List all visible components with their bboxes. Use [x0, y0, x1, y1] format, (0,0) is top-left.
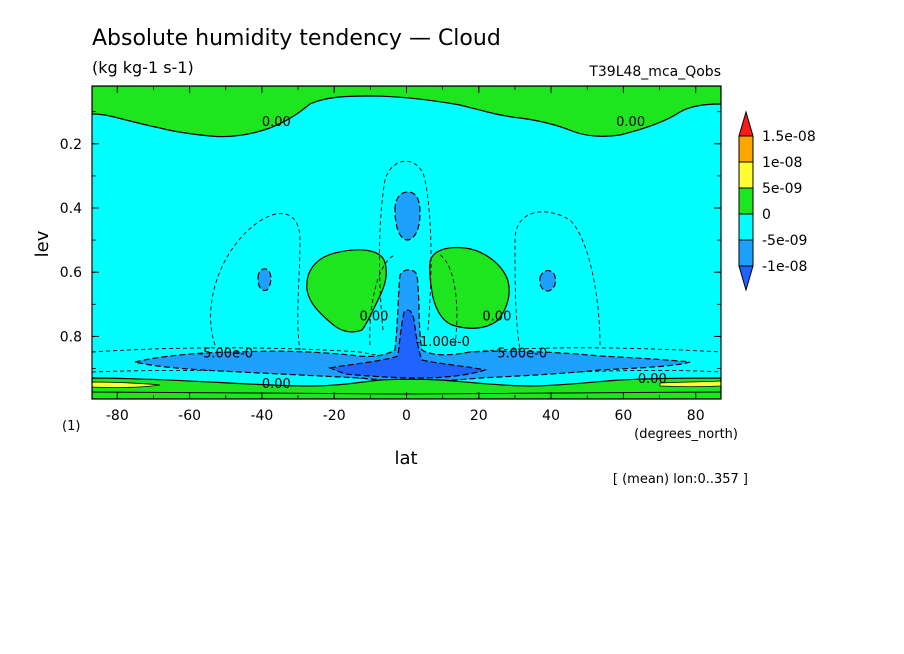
y-tick-label-2: 0.6 [60, 265, 82, 281]
colorbar-bottom-arrow [738, 265, 754, 292]
contour-label-2: 0.00 [359, 309, 388, 324]
colorbar-label-2: 5e-09 [762, 181, 802, 197]
y-unit-label: (1) [62, 419, 80, 434]
contour-label-8: 0.00 [638, 372, 667, 387]
x-axis: -80 -60 -40 -20 0 20 40 60 80 [106, 86, 705, 424]
contour-label-0: 0.00 [262, 115, 291, 130]
field-positive-yellow-right [659, 380, 721, 388]
colorbar-segment-4 [738, 213, 754, 241]
x-tick-label-4: 0 [402, 408, 411, 424]
contour-label-4: -1.00e-0 [415, 335, 470, 350]
chart-title: Absolute humidity tendency — Cloud [92, 26, 501, 51]
y-tick-label-0: 0.2 [60, 137, 82, 153]
contour-label-1: 0.00 [616, 115, 645, 130]
field-positive-left-blob [306, 249, 387, 333]
colorbar-top-arrow [738, 110, 754, 137]
colorbar-segment-1 [738, 135, 754, 163]
y-tick-label-3: 0.8 [60, 329, 82, 345]
x-tick-label-6: 40 [542, 408, 560, 424]
contour-label-7: 0.00 [262, 377, 291, 392]
colorbar-label-0: 1.5e-08 [762, 129, 816, 145]
contour-label-6: 5.00e-0 [497, 346, 547, 361]
contour-label-5: -5.00e-0 [198, 346, 253, 361]
contour-label-3: 0.00 [482, 309, 511, 324]
colorbar-label-1: 1e-08 [762, 155, 802, 171]
colorbar-segment-5 [738, 239, 754, 267]
colorbar-label-3: 0 [762, 207, 771, 223]
x-tick-label-0: -80 [106, 408, 129, 424]
y-axis-title: lev [32, 230, 53, 257]
colorbar-segment-2 [738, 161, 754, 189]
field-negative-blob-upper [394, 191, 421, 241]
x-tick-label-1: -60 [178, 408, 201, 424]
colorbar-segment-3 [738, 187, 754, 215]
zero-contour-bottom [92, 391, 721, 395]
field-positive-yellow-left [92, 381, 161, 388]
field-positive-top [92, 86, 721, 138]
run-label: T39L48_mca_Qobs [588, 64, 721, 80]
y-axis: 0.2 0.4 0.6 0.8 [60, 111, 721, 369]
y-tick-label-1: 0.4 [60, 201, 82, 217]
plot-area [91, 85, 722, 400]
chart-units: (kg kg-1 s-1) [92, 58, 194, 77]
x-tick-label-2: -40 [250, 408, 273, 424]
x-tick-label-7: 60 [614, 408, 632, 424]
x-unit-label: (degrees_north) [634, 427, 738, 442]
footer-note: [ (mean) lon:0..357 ] [613, 472, 748, 487]
contour-labels: 0.00 0.00 0.00 0.00 -1.00e-0 -5.00e-0 5.00e-0 0… [198, 115, 666, 392]
x-tick-label-5: 20 [470, 408, 488, 424]
x-tick-label-8: 80 [687, 408, 705, 424]
field-negative-blob-left [257, 268, 272, 292]
x-tick-label-3: -20 [323, 408, 346, 424]
field-positive-bottom [92, 377, 721, 399]
colorbar-label-4: -5e-09 [762, 233, 807, 249]
colorbar-label-5: -1e-08 [762, 259, 807, 275]
field-negative-large [327, 309, 488, 379]
x-axis-title: lat [394, 448, 417, 469]
field-negative-blob-right [539, 269, 557, 292]
colorbar: 1.5e-08 1e-08 5e-09 0 -5e-09 -1e-08 [738, 110, 816, 292]
